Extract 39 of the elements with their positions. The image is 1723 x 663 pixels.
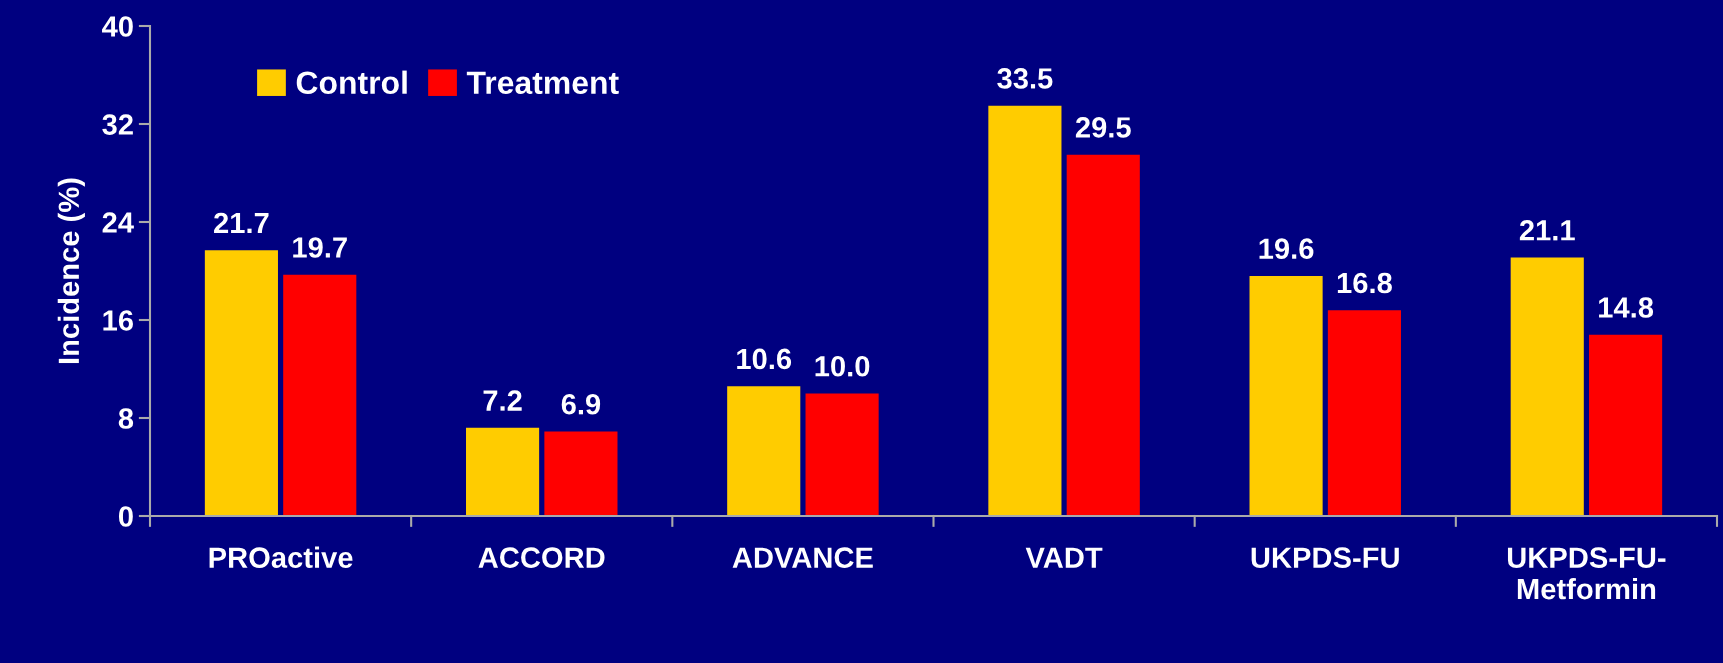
y-tick-label: 40 bbox=[102, 16, 133, 37]
legend-label: Treatment bbox=[466, 71, 619, 95]
bar bbox=[1327, 310, 1401, 516]
data-label: 10.0 bbox=[815, 355, 870, 377]
x-tick-label: UKPDS-FU bbox=[1251, 547, 1399, 568]
bar bbox=[466, 427, 540, 516]
bar bbox=[283, 274, 357, 516]
bar bbox=[1510, 257, 1584, 516]
data-label: 7.2 bbox=[483, 390, 522, 411]
bar bbox=[1589, 334, 1663, 516]
data-label: 21.1 bbox=[1519, 220, 1575, 241]
bar bbox=[544, 431, 618, 516]
data-label: 29.5 bbox=[1075, 117, 1131, 138]
y-tick-label: 8 bbox=[118, 408, 134, 429]
data-label: 14.8 bbox=[1599, 297, 1654, 318]
x-tick-label: ADVANCE bbox=[732, 547, 873, 568]
y-axis-title: Incidence (%) bbox=[57, 178, 85, 364]
y-tick-label: 0 bbox=[118, 506, 133, 527]
data-label: 10.6 bbox=[737, 348, 792, 370]
x-tick-label: VADT bbox=[1025, 547, 1103, 568]
x-tick-label: ACCORD bbox=[478, 547, 605, 568]
data-label: 21.7 bbox=[214, 212, 269, 234]
data-label: 19.7 bbox=[293, 237, 347, 258]
x-tick-label: PROactive bbox=[209, 546, 353, 568]
y-tick-label: 24 bbox=[102, 212, 134, 233]
data-label: 19.6 bbox=[1259, 238, 1314, 260]
y-tick-label: 32 bbox=[102, 114, 133, 135]
data-label: 16.8 bbox=[1337, 272, 1392, 294]
bar bbox=[1249, 275, 1323, 516]
x-tick-label: UKPDS-FU- Metformin bbox=[1507, 547, 1666, 600]
bar bbox=[727, 386, 801, 516]
y-tick-label: 16 bbox=[103, 310, 133, 331]
data-label: 33.5 bbox=[997, 68, 1053, 89]
bar bbox=[805, 393, 879, 516]
data-label: 6.9 bbox=[561, 393, 601, 415]
legend-label: Control bbox=[296, 70, 407, 95]
bar bbox=[204, 250, 278, 516]
bar bbox=[1066, 154, 1140, 516]
bar bbox=[988, 105, 1062, 516]
